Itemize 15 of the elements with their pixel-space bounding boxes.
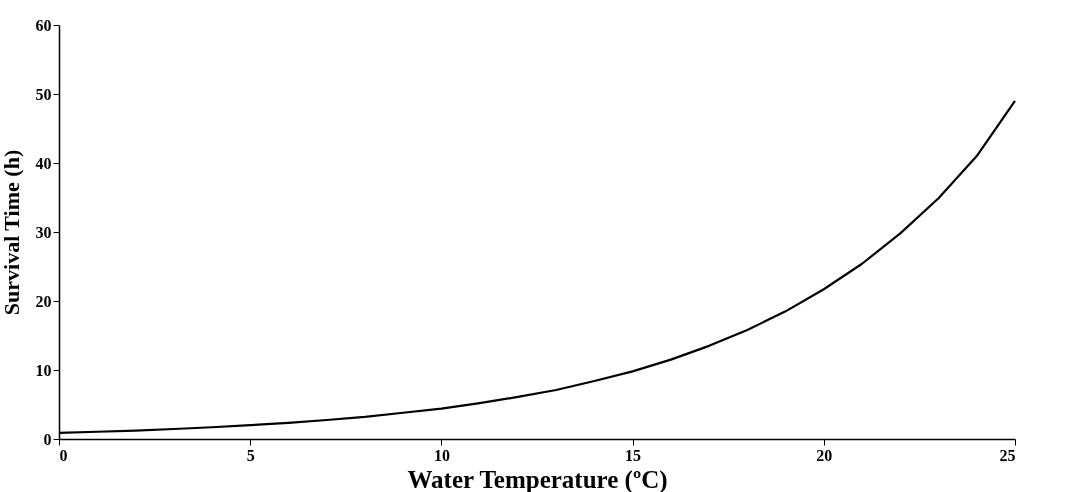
y-tick-label: 60	[35, 16, 52, 34]
y-tick-label: 0	[43, 430, 52, 448]
y-tick-label: 50	[35, 85, 52, 103]
y-tick-label: 40	[35, 154, 52, 172]
x-axis-title: Water Temperature (ºC)	[407, 465, 668, 492]
y-tick-label: 30	[35, 223, 52, 241]
x-tick-label: 0	[59, 446, 68, 464]
x-tick-label: 15	[625, 446, 642, 464]
y-axis-title: Survival Time (h)	[0, 149, 24, 316]
x-tick-label: 20	[816, 446, 833, 464]
x-tick-label: 10	[433, 446, 450, 464]
y-tick-label: 20	[35, 292, 52, 310]
x-tick-label: 5	[246, 446, 255, 464]
y-tick-label: 10	[35, 361, 52, 379]
x-tick-label: 25	[999, 446, 1016, 464]
